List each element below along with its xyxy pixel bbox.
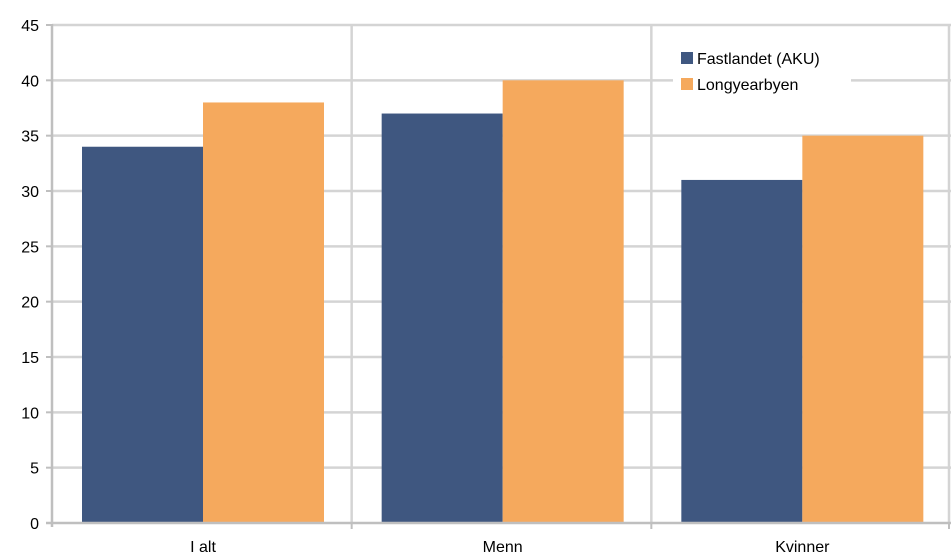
chart-bars [82,80,924,524]
legend-swatch-1 [681,52,693,64]
x-tick-labels: I alt Menn Kvinner [190,539,830,555]
y-tick-labels: 0 5 10 15 20 25 30 35 40 45 [21,18,39,533]
chart-axes [46,24,951,529]
legend-swatch-2 [681,78,693,90]
x-tick-label-2: Menn [483,539,523,555]
x-tick-label-3: Kvinner [775,539,830,555]
y-tick-label-5: 5 [30,461,39,478]
y-tick-label-40: 40 [21,73,39,90]
y-tick-label-35: 35 [21,129,39,146]
chart-legend: Fastlandet (AKU) Longyearbyen [673,41,851,107]
y-tick-label-30: 30 [21,184,39,201]
x-tick-label-1: I alt [190,539,216,555]
y-tick-label-0: 0 [30,516,39,533]
bar-longyearbyen-2 [502,80,624,523]
bar-fastlandet-2 [381,113,503,524]
y-tick-label-25: 25 [21,239,39,256]
bar-fastlandet-3 [681,179,803,523]
y-tick-label-10: 10 [21,405,39,422]
bar-longyearbyen-1 [203,102,324,523]
legend-label-1: Fastlandet (AKU) [697,51,820,68]
y-tick-label-45: 45 [21,18,39,35]
legend-box [673,41,851,107]
bar-fastlandet-1 [82,146,203,523]
bar-longyearbyen-3 [802,135,924,523]
legend-label-2: Longyearbyen [697,77,798,94]
y-tick-label-20: 20 [21,295,39,312]
y-tick-label-15: 15 [21,350,39,367]
